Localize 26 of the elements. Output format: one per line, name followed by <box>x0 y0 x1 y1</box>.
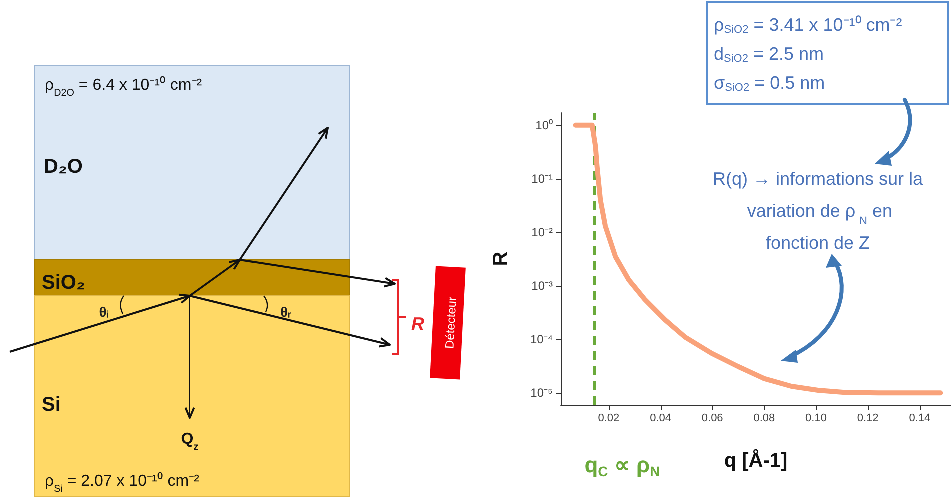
y-tick-label: 10⁻⁴ <box>530 332 553 347</box>
y-axis-title: R <box>490 251 512 266</box>
text: ρ$_{D2O}$ = 6.4 x 10⁻¹⁰ cm⁻² <box>45 76 203 98</box>
x-tick-label: 0.12 <box>857 412 879 424</box>
text: Si <box>42 394 61 416</box>
y-tick-label: 10⁻² <box>532 225 554 240</box>
text: θᵣ <box>280 304 292 320</box>
text: Détecteur <box>442 296 460 350</box>
text: θᵢ <box>99 304 109 320</box>
y-tick-label: 10⁻⁵ <box>530 386 554 400</box>
text: D₂O <box>44 156 83 178</box>
x-tick-label: 0.14 <box>909 412 931 424</box>
text: R <box>412 314 424 334</box>
x-tick-label: 0.08 <box>754 412 776 424</box>
x-tick-label: 0.04 <box>650 412 672 424</box>
y-tick-label: 10⁻³ <box>532 279 554 294</box>
y-tick-label: 10⁻¹ <box>532 172 554 186</box>
y-tick-label: 10⁰ <box>536 118 553 132</box>
x-tick-label: 0.06 <box>702 412 724 424</box>
x-axis-title: q [Å-1] <box>724 449 788 472</box>
x-tick-label: 0.10 <box>806 412 827 424</box>
text: SiO₂ <box>42 272 86 294</box>
annotation: R(q) → informations sur la variation de ρN en fonction de Z <box>712 169 924 253</box>
x-tick-label: 0.02 <box>598 412 620 424</box>
text: ρ$_{Si}$ = 2.07 x 10⁻¹⁰ cm⁻² <box>45 472 200 494</box>
text: Q$_{z}$ <box>181 431 199 452</box>
